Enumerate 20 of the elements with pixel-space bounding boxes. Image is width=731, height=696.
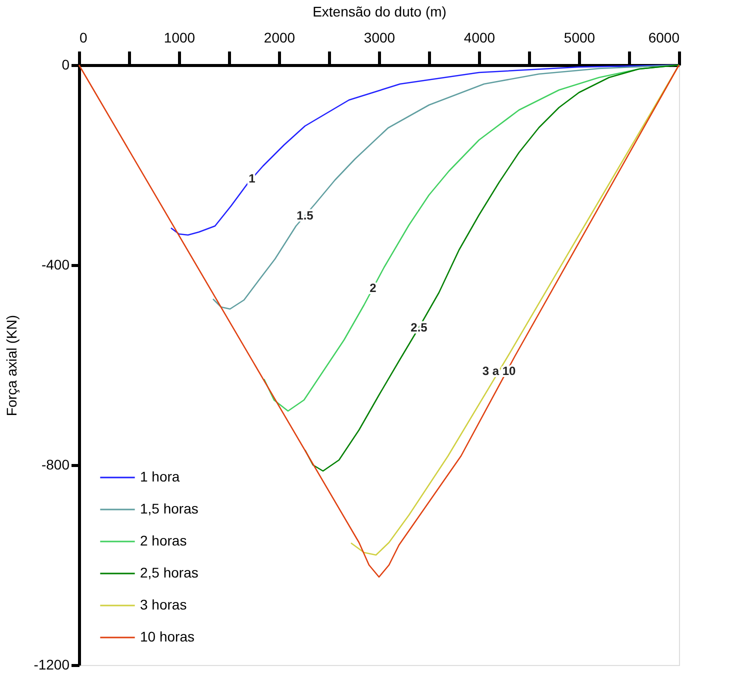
- y-axis-title: Força axial (KN): [4, 314, 20, 416]
- legend-label: 2 horas: [140, 532, 187, 548]
- x-axis-title: Extensão do duto (m): [312, 4, 446, 20]
- x-tick-label: 1000: [164, 30, 196, 46]
- line-series: [350, 64, 680, 556]
- y-tick-label: 0: [62, 56, 70, 72]
- x-tick-label: 0: [80, 30, 88, 46]
- y-tick-label: -1200: [34, 656, 70, 672]
- legend-label: 10 horas: [140, 628, 194, 644]
- legend-label: 1 hora: [140, 468, 180, 484]
- x-tick-label: 3000: [364, 30, 396, 46]
- legend-label: 1,5 horas: [140, 500, 198, 516]
- y-tick-label: -400: [41, 256, 70, 272]
- x-tick-label: 6000: [648, 30, 680, 46]
- y-tick-label: -800: [41, 456, 70, 472]
- x-tick-label: 5000: [564, 30, 596, 46]
- legend-label: 3 horas: [140, 596, 187, 612]
- x-tick-label: 2000: [264, 30, 296, 46]
- legend-label: 2,5 horas: [140, 564, 198, 580]
- x-tick-label: 4000: [464, 30, 496, 46]
